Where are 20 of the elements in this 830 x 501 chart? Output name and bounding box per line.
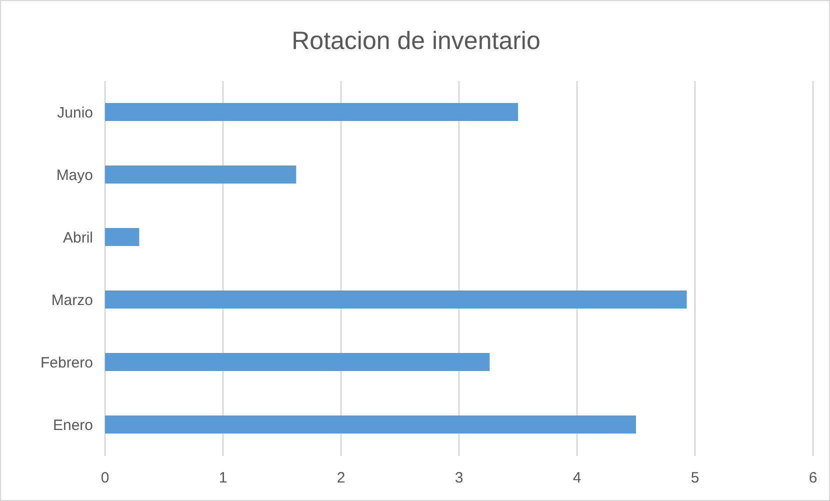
bar (105, 103, 518, 121)
y-tick-label: Febrero (40, 354, 93, 372)
x-tick-label: 1 (218, 470, 228, 487)
x-tick-label: 2 (336, 470, 346, 487)
y-tick-label: Enero (52, 417, 93, 434)
y-tick-label: Mayo (56, 167, 93, 184)
bar (105, 166, 296, 184)
bar (105, 228, 140, 246)
x-tick-label: 5 (690, 470, 700, 487)
bar (105, 353, 490, 371)
bar (105, 290, 687, 308)
y-tick-label: Junio (57, 104, 93, 122)
x-tick-label: 0 (100, 470, 110, 487)
bar (105, 416, 636, 434)
x-tick-label: 4 (572, 470, 582, 487)
y-tick-label: Abril (62, 230, 93, 247)
x-tick-label: 6 (808, 470, 818, 487)
x-tick-label: 3 (454, 470, 464, 487)
chart-title: Rotacion de inventario (290, 27, 542, 56)
y-tick-label: Marzo (51, 292, 93, 310)
